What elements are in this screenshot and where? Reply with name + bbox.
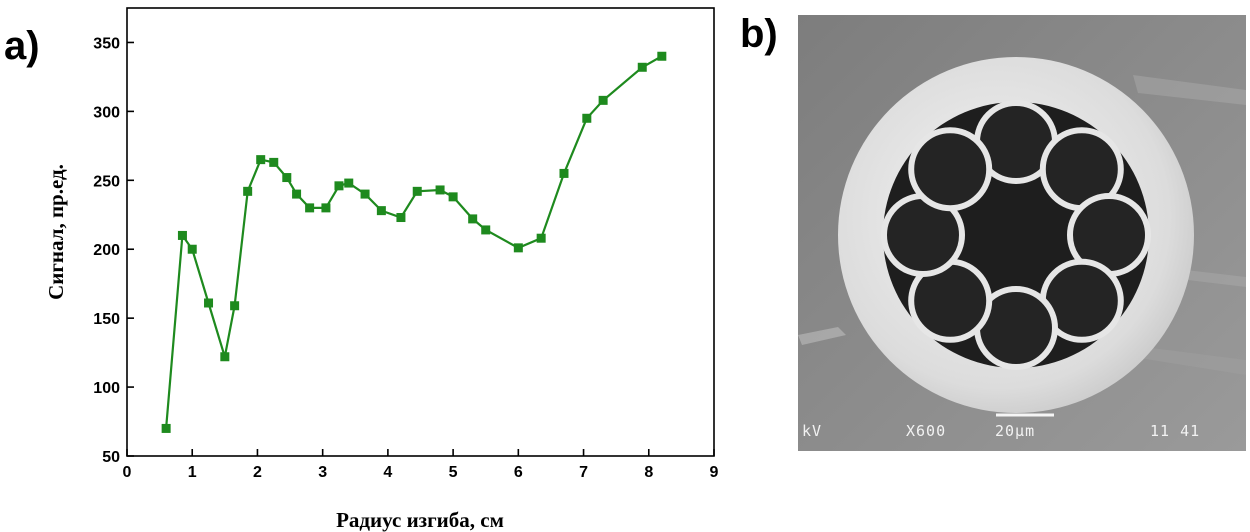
data-point-marker bbox=[598, 95, 608, 105]
series-markers bbox=[161, 51, 667, 433]
panel-b-label: b) bbox=[740, 12, 778, 56]
y-tick-label: 300 bbox=[93, 104, 120, 121]
data-point-marker bbox=[481, 225, 491, 235]
x-tick-label: 2 bbox=[253, 464, 262, 481]
panel-a-label: a) bbox=[4, 24, 40, 68]
x-tick-label: 8 bbox=[644, 464, 653, 481]
data-point-marker bbox=[582, 113, 592, 123]
sem-streak bbox=[1128, 345, 1246, 375]
capillary-tube bbox=[908, 127, 993, 212]
x-axis-title: Радиус изгиба, см bbox=[336, 508, 504, 532]
data-point-marker bbox=[282, 173, 292, 183]
data-point-marker bbox=[334, 181, 344, 191]
sem-fiber-cross-section: kV X600 20µm 11 41 bbox=[798, 15, 1246, 451]
plot-frame bbox=[126, 7, 715, 457]
y-axis-ticks: 50 100 150 200 250 300 350 bbox=[93, 35, 134, 466]
data-point-marker bbox=[344, 178, 354, 188]
data-point-marker bbox=[360, 189, 370, 199]
y-axis-title: Сигнал, пр.ед. bbox=[44, 164, 68, 300]
y-tick-label: 350 bbox=[93, 35, 120, 52]
x-tick-label: 1 bbox=[188, 464, 197, 481]
data-point-marker bbox=[435, 185, 445, 195]
x-tick-label: 7 bbox=[579, 464, 588, 481]
sem-caption-number: 11 41 bbox=[1150, 422, 1200, 440]
data-point-marker bbox=[657, 51, 667, 61]
data-point-marker bbox=[292, 189, 302, 199]
data-point-marker bbox=[513, 243, 523, 253]
y-tick-label: 100 bbox=[93, 380, 120, 397]
data-point-marker bbox=[187, 244, 197, 254]
x-tick-label: 9 bbox=[710, 464, 719, 481]
sem-streak bbox=[1133, 75, 1246, 105]
data-point-marker bbox=[177, 230, 187, 240]
sem-caption-magnification: X600 bbox=[906, 422, 946, 440]
y-tick-label: 200 bbox=[93, 242, 120, 259]
data-point-marker bbox=[305, 203, 315, 213]
x-tick-label: 4 bbox=[383, 464, 392, 481]
y-tick-label: 250 bbox=[93, 173, 120, 190]
data-point-marker bbox=[161, 423, 171, 433]
sem-micrograph: kV X600 20µm 11 41 bbox=[798, 15, 1246, 451]
sem-caption-scale: 20µm bbox=[995, 422, 1035, 440]
x-tick-label: 6 bbox=[514, 464, 523, 481]
data-point-marker bbox=[396, 213, 406, 223]
data-point-marker bbox=[468, 214, 478, 224]
data-point-marker bbox=[256, 155, 266, 165]
x-axis-ticks: 0 1 2 3 4 5 6 7 8 9 bbox=[123, 449, 719, 481]
data-point-marker bbox=[321, 203, 331, 213]
data-point-marker bbox=[637, 62, 647, 72]
data-point-marker bbox=[243, 186, 253, 196]
series-line bbox=[165, 55, 663, 429]
capillary-ring bbox=[881, 100, 1151, 370]
x-tick-label: 3 bbox=[318, 464, 327, 481]
data-point-marker bbox=[448, 192, 458, 202]
data-point-marker bbox=[204, 298, 214, 308]
x-tick-label: 5 bbox=[449, 464, 458, 481]
y-tick-label: 50 bbox=[102, 449, 120, 466]
data-point-marker bbox=[559, 168, 569, 178]
y-tick-label: 150 bbox=[93, 311, 120, 328]
data-point-marker bbox=[536, 233, 546, 243]
data-point-marker bbox=[412, 186, 422, 196]
data-point-marker bbox=[230, 301, 240, 311]
signal-vs-bend-radius-chart: 0 1 2 3 4 5 6 7 8 9 50 100 150 200 250 300 350 Радиус и… bbox=[44, 7, 719, 532]
data-point-marker bbox=[269, 157, 279, 167]
data-point-marker bbox=[220, 352, 230, 362]
data-point-marker bbox=[376, 206, 386, 216]
x-tick-label: 0 bbox=[123, 464, 132, 481]
sem-caption-kv: kV bbox=[802, 422, 822, 440]
sem-debris bbox=[798, 327, 846, 345]
